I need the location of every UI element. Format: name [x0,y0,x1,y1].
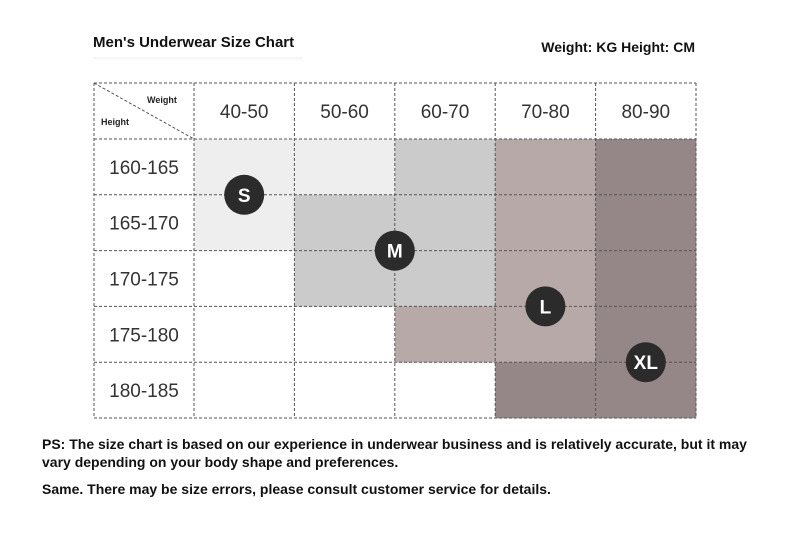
column-header: 60-70 [421,102,470,123]
row-header: 170-175 [109,270,179,291]
badge-label: S [238,186,251,207]
column-header: 40-50 [220,102,269,123]
size-cell-m [394,139,496,196]
badge-label: L [540,297,552,318]
size-cell-l [394,306,496,363]
corner-weight-label: Weight [147,95,177,105]
column-header: 70-80 [521,102,570,123]
size-cell-s [294,139,396,196]
badge-circle [224,174,265,215]
note-size-accuracy: PS: The size chart is based on our exper… [42,436,747,470]
title-underline [93,57,303,61]
size-cell-l [495,194,596,251]
size-badge-xl: XL [625,342,666,383]
note-consult-service: Same. There may be size errors, please c… [42,481,551,497]
column-header: 80-90 [621,102,670,123]
badge-circle [374,230,415,271]
size-badge-l: L [525,286,566,327]
size-badge-m: M [374,230,415,271]
row-header: 180-185 [109,381,179,402]
size-cell-xl [595,139,697,196]
corner-height-label: Height [101,117,129,127]
badge-label: XL [634,353,659,374]
row-header: 175-180 [109,325,179,346]
row-header: 160-165 [109,158,179,179]
corner-diagonal [93,82,195,140]
size-cell-xl [495,362,596,419]
badge-label: M [387,242,403,263]
badges-layer: S M L XL [224,174,666,383]
cells-layer [194,139,697,419]
size-badge-s: S [224,174,265,215]
size-cell-l [495,139,596,196]
chart-title: Men's Underwear Size Chart [93,34,295,51]
labels-layer: Weight Height 40-50 50-60 60-70 70-80 80-90 160… [101,95,670,402]
column-header: 50-60 [320,102,369,123]
row-header: 165-170 [109,214,179,235]
badge-circle [525,286,566,327]
badge-circle [625,342,666,383]
units-label: Weight: KG Height: CM [541,39,695,55]
size-cell-xl [595,250,697,307]
size-cell-xl [595,194,697,251]
